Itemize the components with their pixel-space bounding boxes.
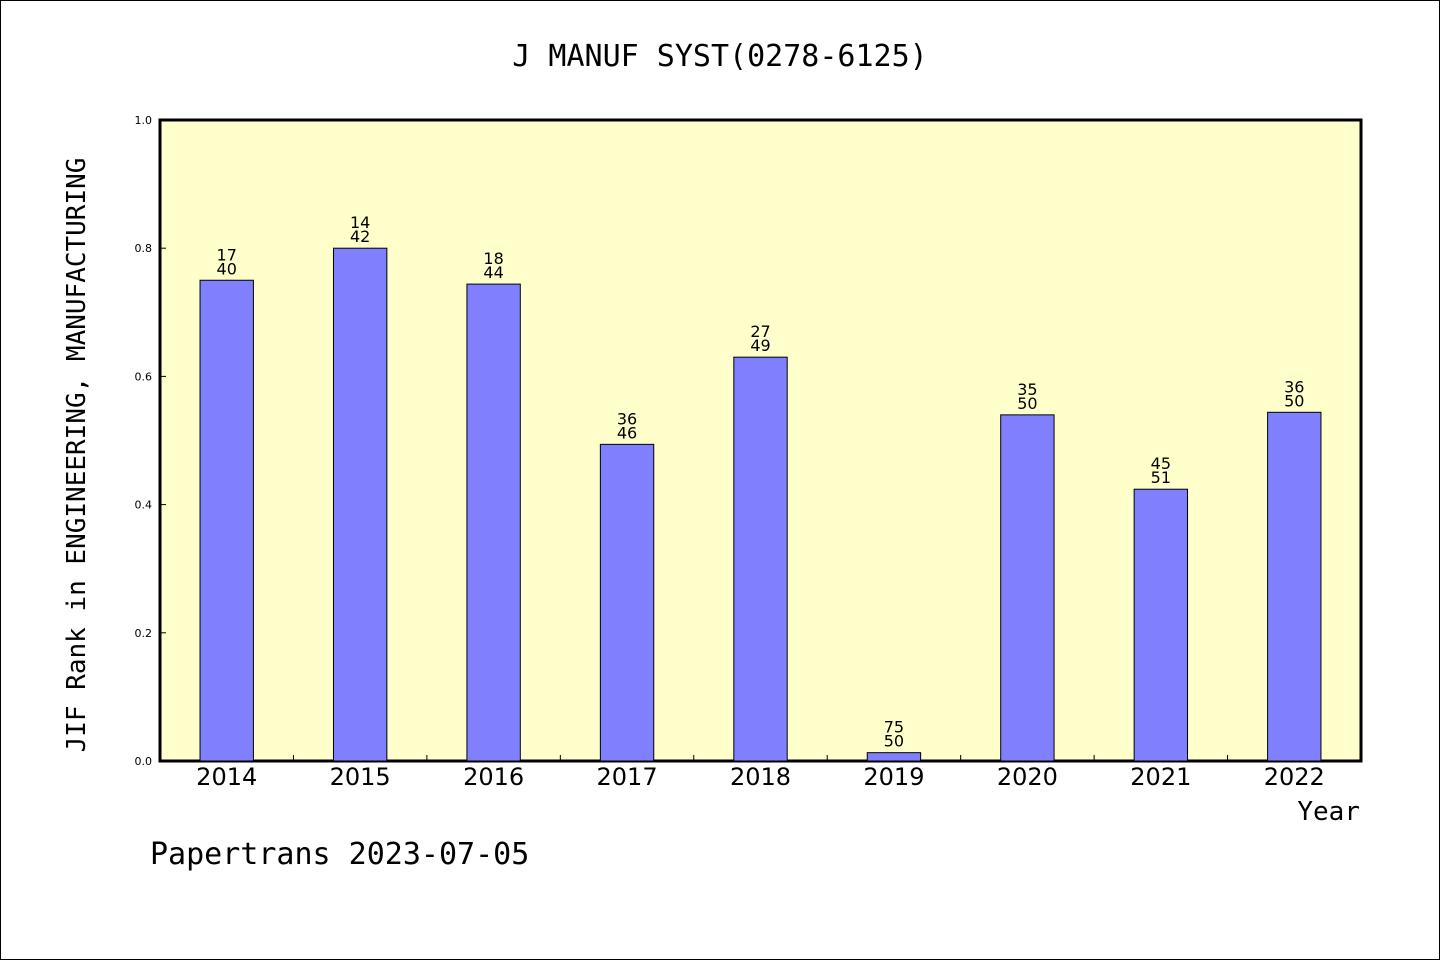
bar-rank-label: 17 — [217, 245, 237, 264]
chart-title: J MANUF SYST(0278-6125) — [512, 39, 927, 74]
x-axis: 2014 2015 2016 2017 2018 2019 2020 2021 2022 — [196, 755, 1325, 791]
bar-total-label: 50 — [1284, 391, 1304, 410]
bar-rank-label: 35 — [1017, 380, 1037, 399]
bar-rank-label: 36 — [617, 409, 637, 428]
bar-total-label: 42 — [350, 227, 370, 246]
bar-rank-label: 27 — [750, 322, 770, 341]
bar-rank-label: 75 — [884, 718, 904, 737]
bar — [1267, 411, 1322, 762]
y-tick-label: 0.8 — [135, 242, 153, 255]
bar-rank-label: 36 — [1284, 377, 1304, 396]
bar-rank-label: 14 — [350, 213, 370, 232]
y-tick-label: 0.4 — [135, 499, 153, 512]
x-tick-label: 2015 — [330, 763, 391, 791]
bar-rank-label: 45 — [1151, 454, 1171, 473]
footer-credit: Papertrans 2023-07-05 — [150, 837, 529, 872]
y-tick-label: 0.6 — [135, 370, 153, 383]
x-tick-label: 2019 — [863, 763, 924, 791]
y-axis: 0.0 0.2 0.4 0.6 0.8 1.0 — [135, 114, 166, 768]
bar — [866, 752, 922, 762]
x-axis-label: Year — [1297, 797, 1360, 827]
bar-total-label: 50 — [884, 732, 904, 751]
y-axis-label: JIF Rank in ENGINEERING, MANUFACTURING — [62, 158, 92, 753]
bar-total-label: 49 — [750, 336, 770, 355]
bar-total-label: 51 — [1151, 468, 1171, 487]
x-tick-label: 2021 — [1130, 763, 1191, 791]
y-tick-label: 1.0 — [135, 114, 153, 127]
bar — [733, 356, 788, 762]
x-tick-label: 2017 — [597, 763, 658, 791]
x-tick-label: 2020 — [997, 763, 1058, 791]
x-tick-label: 2016 — [463, 763, 524, 791]
bar — [466, 283, 521, 762]
x-tick-label: 2022 — [1264, 763, 1325, 791]
bar-series — [199, 247, 1322, 762]
x-tick-label: 2018 — [730, 763, 791, 791]
bar-total-label: 44 — [483, 263, 503, 282]
bar — [1133, 488, 1189, 762]
bar-total-label: 40 — [217, 259, 237, 278]
y-tick-label: 0.2 — [135, 627, 153, 640]
bar — [199, 279, 254, 762]
bar-rank-label: 18 — [483, 249, 503, 268]
bar — [332, 247, 388, 762]
bar — [599, 443, 655, 762]
y-tick-label: 0.0 — [135, 755, 153, 768]
x-tick-label: 2014 — [196, 763, 257, 791]
bar-total-label: 46 — [617, 423, 637, 442]
bar — [1000, 414, 1055, 762]
bar-total-label: 50 — [1017, 394, 1037, 413]
